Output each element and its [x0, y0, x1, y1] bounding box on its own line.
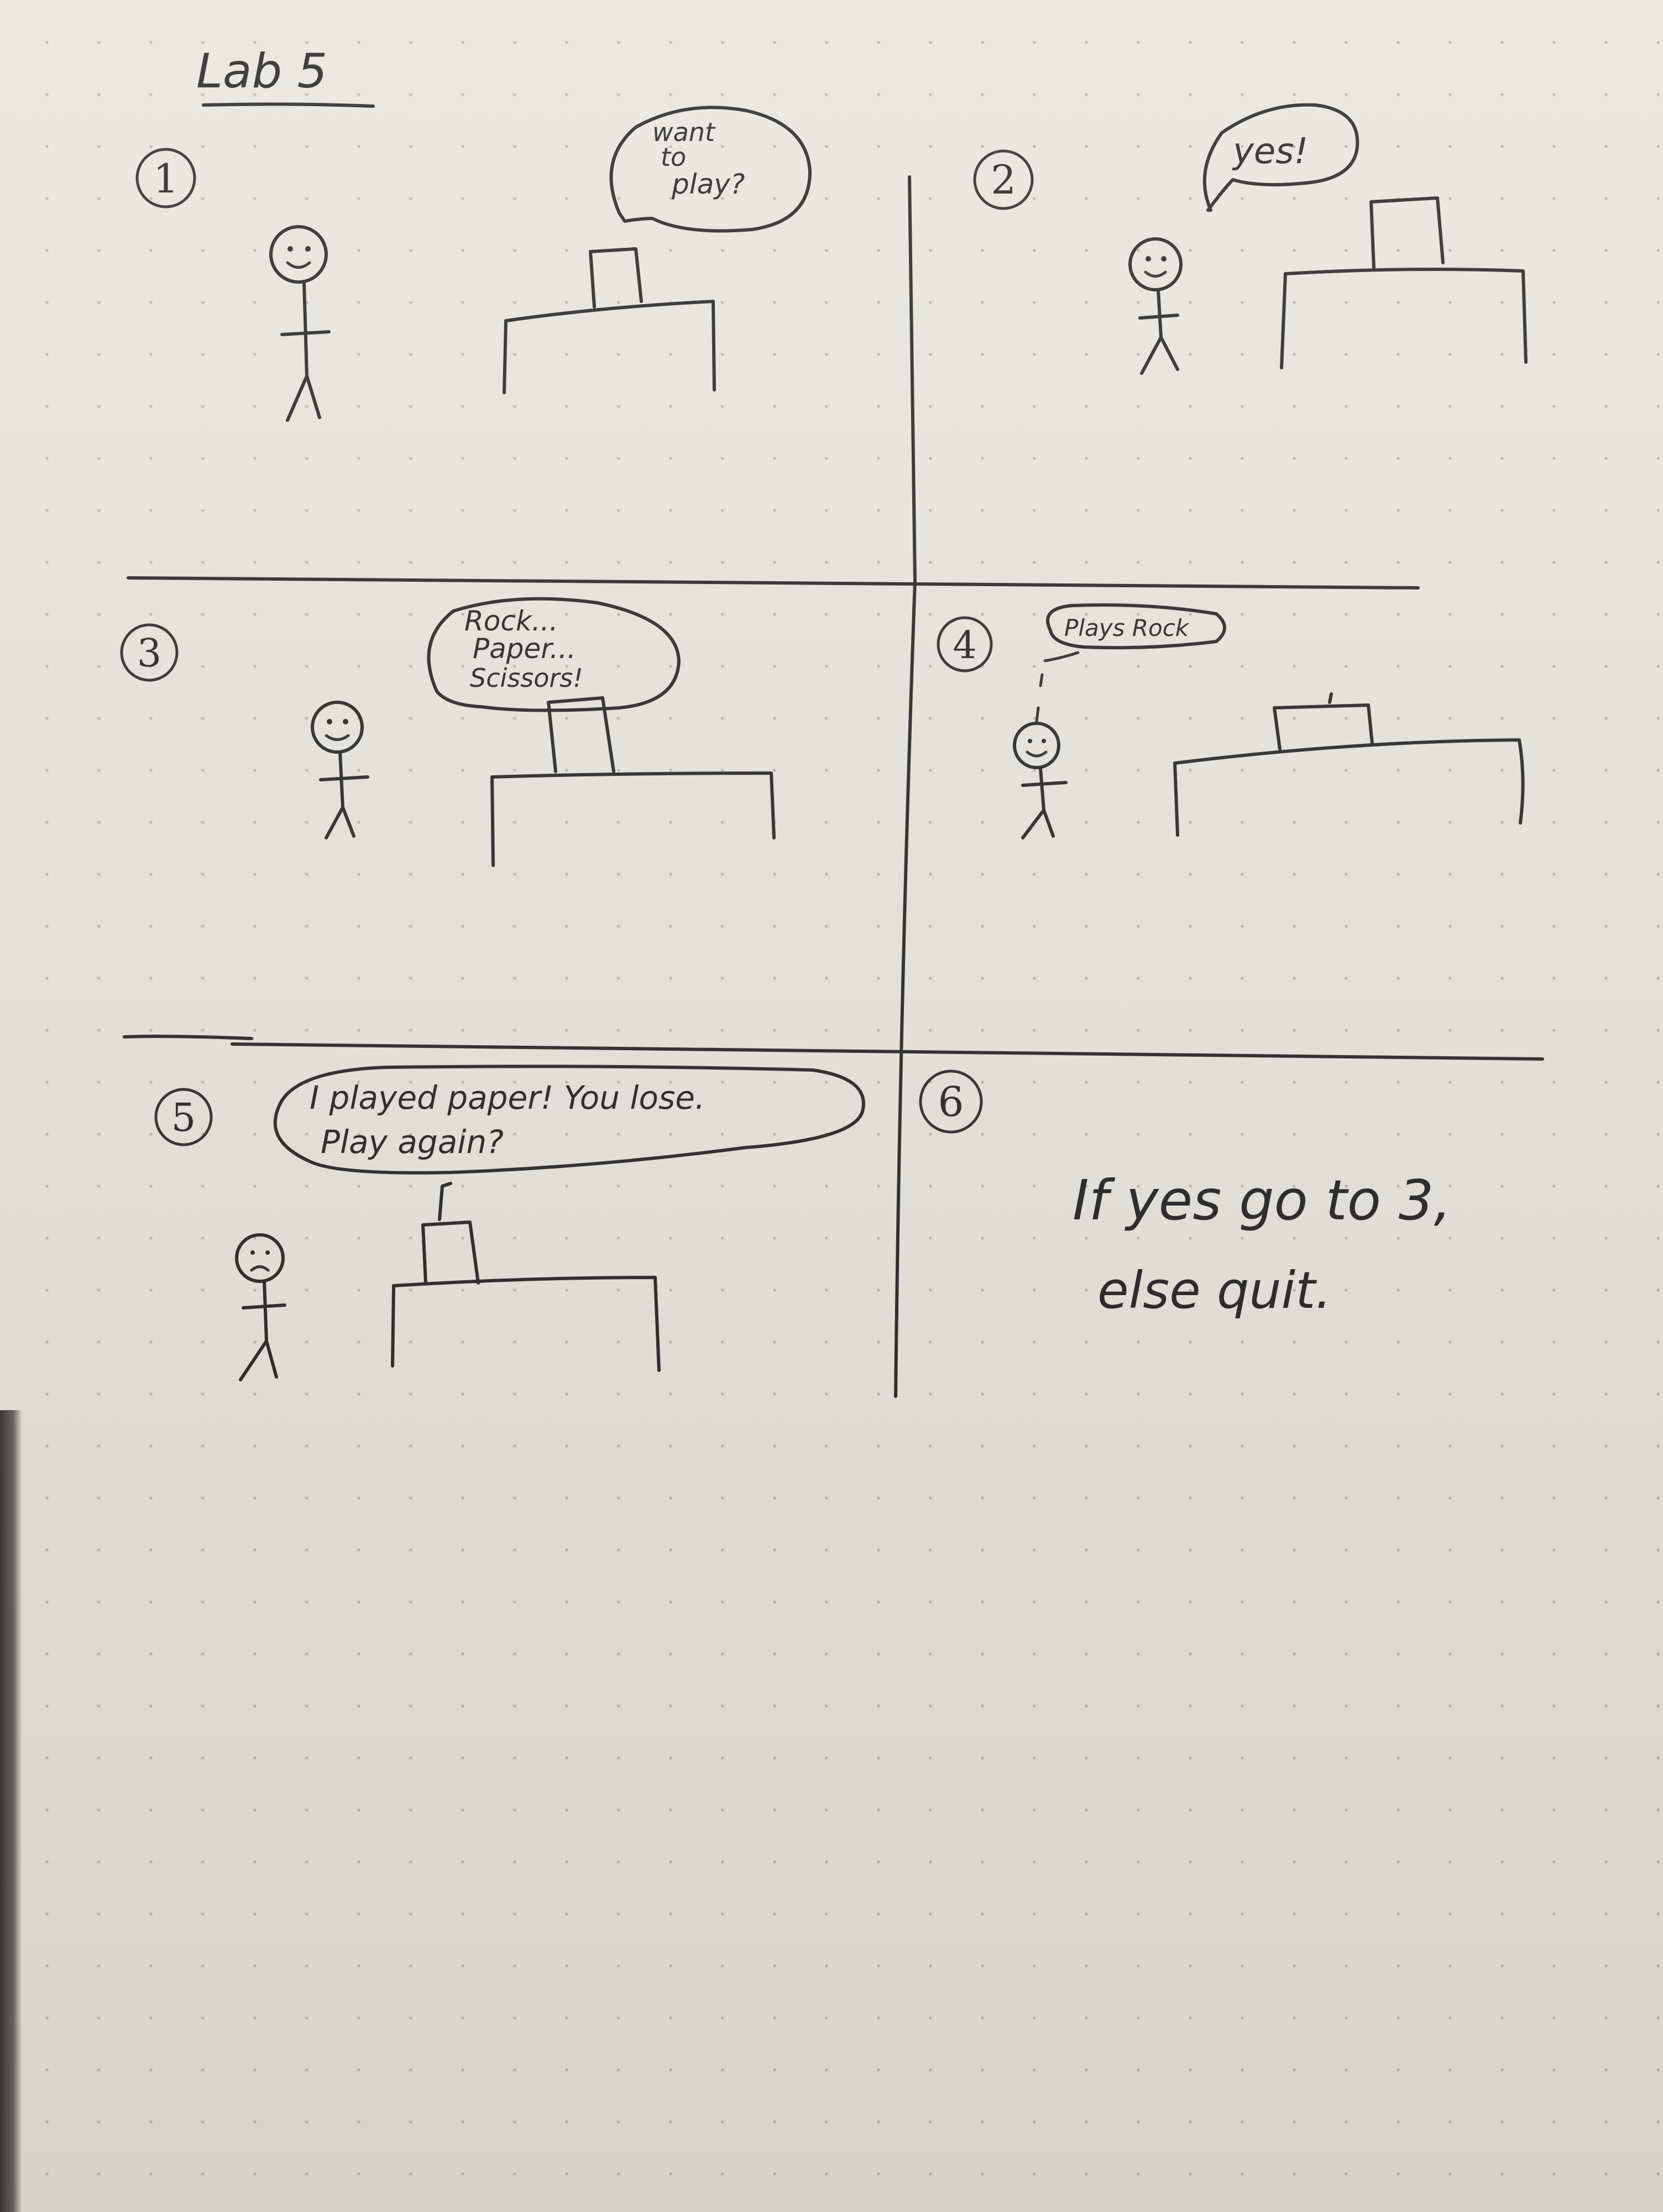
- computer-desk: [490, 696, 776, 867]
- computer-desk: [503, 247, 716, 394]
- panel-number: 4: [953, 624, 976, 667]
- speech-line: want: [652, 117, 716, 147]
- stick-figure: [1013, 651, 1080, 839]
- panel-3: 3 Rock... Paper... Scissors!: [120, 597, 776, 867]
- panel-1: 1 want to play?: [135, 106, 812, 422]
- speech-line: Scissors!: [470, 663, 583, 693]
- speech-line: Paper...: [473, 633, 576, 665]
- stick-figure: [311, 701, 369, 839]
- speech-line: I played paper! You lose.: [310, 1079, 705, 1117]
- panel-6: 6 If yes go to 3, else quit.: [919, 1070, 1451, 1320]
- panel-number: 2: [991, 156, 1016, 203]
- panel-5: 5 I played paper! You lose. Play again?: [154, 1065, 865, 1381]
- panel-number-circle: [154, 1088, 213, 1146]
- panel-number: 3: [137, 630, 162, 676]
- thought-text: Plays Rock: [1064, 614, 1190, 641]
- speech-line: to: [661, 142, 686, 172]
- speech-bubble: want to play?: [609, 106, 812, 233]
- panel-number-circle: [120, 623, 179, 682]
- grid-line-vertical-bottom: [894, 579, 917, 1398]
- panel-2: 2 yes!: [973, 103, 1528, 375]
- flow-note-line: else quit.: [1097, 1261, 1332, 1320]
- panel-number-circle: [937, 616, 993, 672]
- page-title: Lab 5: [196, 44, 327, 99]
- grid-line-horizontal-2a: [123, 1035, 253, 1040]
- grid-line-vertical-top: [908, 175, 917, 582]
- grid-line-horizontal-1: [127, 576, 1420, 589]
- speech-line: play?: [671, 168, 745, 200]
- panel-number-circle: [919, 1070, 983, 1134]
- speech-bubble: Rock... Paper... Scissors!: [427, 597, 681, 712]
- computer-desk: [1280, 196, 1528, 369]
- panel-number: 6: [938, 1078, 964, 1126]
- panel-4: 4 Plays Rock: [937, 603, 1525, 839]
- thought-bubble: Plays Rock: [1046, 603, 1226, 650]
- speech-line: Rock...: [464, 605, 558, 637]
- panel-number-circle: [135, 148, 196, 208]
- sad-stick-figure: [235, 1233, 286, 1381]
- speech-bubble: yes!: [1202, 103, 1359, 212]
- stick-figure: [269, 225, 331, 422]
- title-underline: [202, 102, 375, 108]
- computer-desk: [1173, 692, 1525, 837]
- grid-line-horizontal-2b: [231, 1042, 1544, 1061]
- panel-grid: [123, 175, 1544, 1398]
- speech-bubble: I played paper! You lose. Play again?: [273, 1065, 865, 1175]
- panel-number: 1: [153, 155, 179, 202]
- flow-note-line: If yes go to 3,: [1073, 1168, 1451, 1233]
- speech-line: yes!: [1232, 131, 1308, 172]
- speech-line: Play again?: [321, 1123, 504, 1161]
- panel-number: 5: [171, 1095, 196, 1140]
- computer-desk: [391, 1182, 661, 1372]
- stick-figure: [1128, 237, 1183, 375]
- panel-number-circle: [973, 149, 1034, 210]
